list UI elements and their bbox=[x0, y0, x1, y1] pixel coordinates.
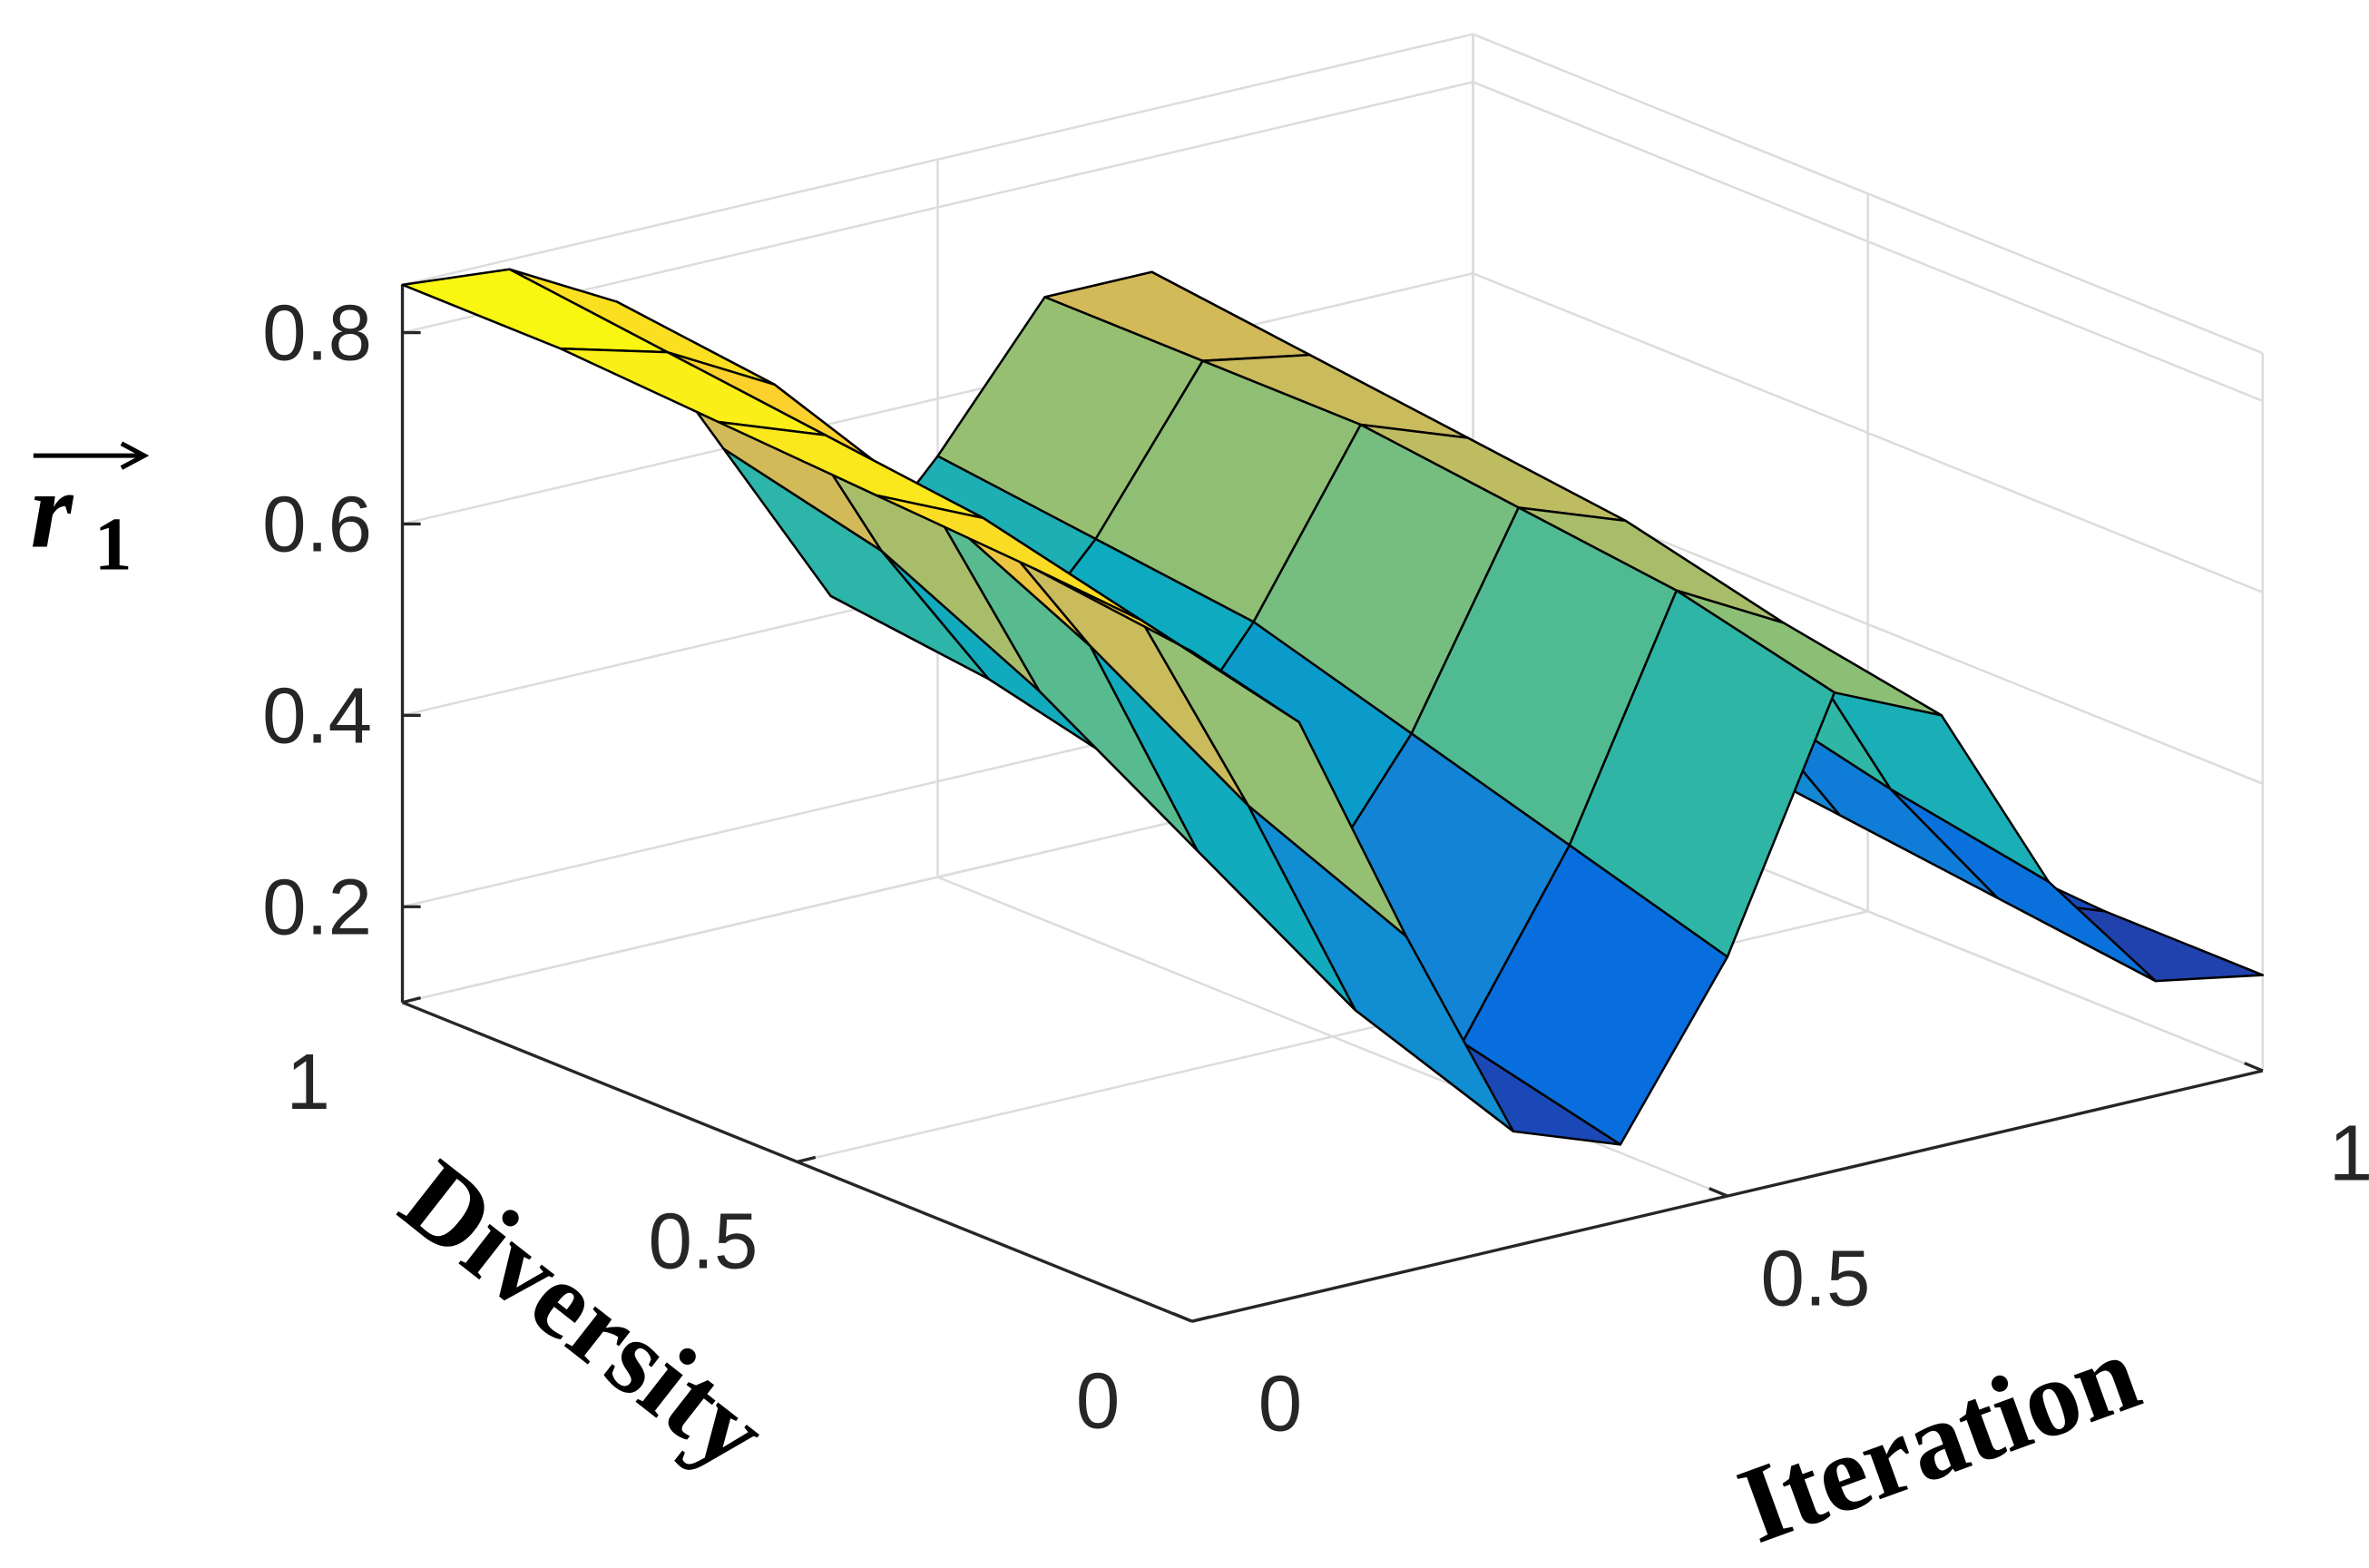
x-tick bbox=[2244, 1062, 2264, 1073]
surface-patch bbox=[1889, 788, 2158, 983]
x-tick-label: 0 bbox=[1258, 1360, 1302, 1448]
z-tick-label: 0.2 bbox=[262, 863, 372, 951]
x-tick bbox=[1708, 1187, 1728, 1198]
y-tick-label: 0.5 bbox=[648, 1198, 758, 1286]
x-tick-label: 1 bbox=[2329, 1110, 2369, 1198]
z-tick-label: 0.4 bbox=[262, 671, 372, 760]
z-tick-label: 0.6 bbox=[262, 481, 372, 569]
y-tick-label: 1 bbox=[287, 1038, 330, 1126]
z-axis-title-base: r bbox=[30, 451, 73, 572]
surface bbox=[401, 268, 2265, 1146]
surface-patch bbox=[1033, 567, 1301, 724]
z-axis-title: r 1 bbox=[30, 441, 150, 587]
vector-arrow-head bbox=[120, 441, 150, 470]
y-axis-title: Diversity bbox=[379, 1138, 788, 1494]
z-tick-label: 0.8 bbox=[262, 289, 372, 377]
x-axis-title: Iteration bbox=[1725, 1312, 2154, 1567]
y-tick bbox=[1191, 1315, 1211, 1323]
y-tick bbox=[797, 1155, 817, 1164]
x-tick-label: 0.5 bbox=[1760, 1235, 1870, 1323]
x-tick bbox=[1173, 1312, 1193, 1323]
z-axis-title-subscript: 1 bbox=[94, 503, 132, 587]
y-tick-label: 0 bbox=[1076, 1357, 1120, 1445]
y-tick bbox=[402, 996, 422, 1004]
